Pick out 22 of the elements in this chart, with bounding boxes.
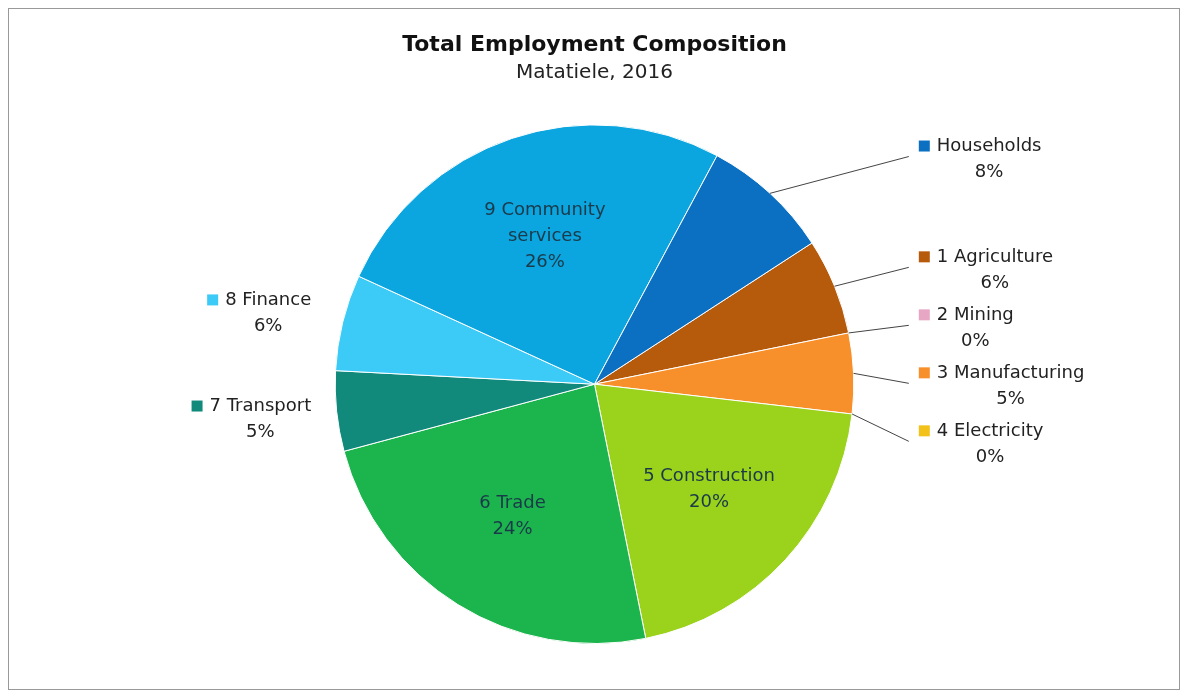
data-label: 6% <box>253 314 283 336</box>
text: 0% <box>960 329 990 351</box>
legend-label: 8 Finance <box>225 288 312 310</box>
slice-label: 6 Trade <box>479 491 546 513</box>
text: 0% <box>975 445 1005 467</box>
legend-label: 2 Mining <box>936 303 1014 325</box>
legend-label: 3 Manufacturing <box>936 361 1085 383</box>
chart-subtitle: Matatiele, 2016 <box>516 58 673 83</box>
slice-label: 5 Construction <box>643 464 775 486</box>
chart-title: Total Employment Composition <box>402 30 787 56</box>
data-label: 5% <box>996 387 1025 409</box>
legend-label: 7 Transport <box>209 394 312 416</box>
data-label: 8% <box>974 160 1004 182</box>
data-label: 26% <box>524 250 565 272</box>
data-label: 6% <box>980 271 1010 293</box>
legend-label: 1 Agriculture <box>936 245 1053 267</box>
data-label: 20% <box>689 490 730 512</box>
slice-label: 9 Community services <box>484 198 606 246</box>
data-label: 5% <box>246 420 275 442</box>
legend-label: Households <box>936 134 1042 156</box>
data-label: 24% <box>492 517 533 539</box>
legend-label: 4 Electricity <box>936 419 1044 441</box>
